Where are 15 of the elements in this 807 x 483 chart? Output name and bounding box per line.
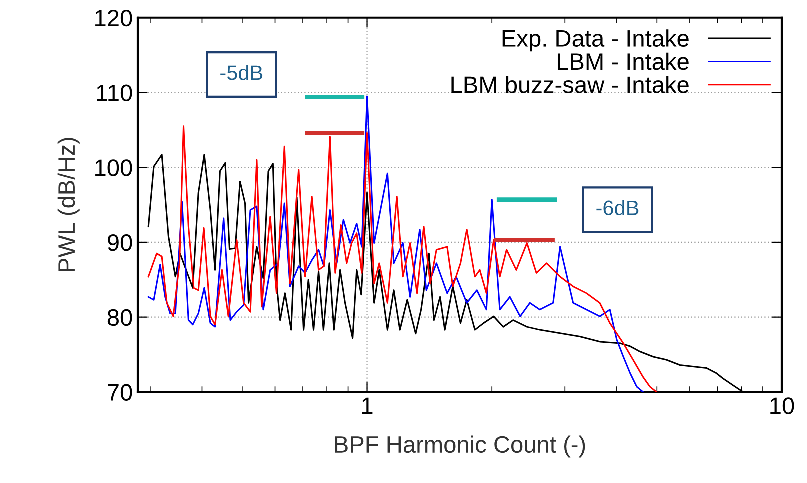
y-axis-title: PWL (dB/Hz)	[58, 138, 80, 272]
y-tick-label: 70	[108, 384, 132, 401]
x-axis-title: BPF Harmonic Count (-)	[335, 436, 586, 458]
y-tick-label: 80	[108, 309, 132, 326]
y-tick-label: 120	[96, 10, 132, 27]
legend-label: Exp. Data - Intake	[502, 30, 689, 52]
legend-label: LBM - Intake	[558, 52, 689, 70]
legend-label: LBM buzz-saw - Intake	[452, 76, 689, 94]
annotation: -6dB	[596, 200, 639, 216]
y-tick-label: 90	[108, 234, 132, 252]
y-tick-label: 100	[96, 160, 132, 176]
x-tick-label: 1	[362, 398, 373, 414]
annotation: -5dB	[220, 65, 263, 80]
y-tick-label: 110	[97, 84, 132, 102]
x-tick-label: 10	[770, 398, 794, 414]
